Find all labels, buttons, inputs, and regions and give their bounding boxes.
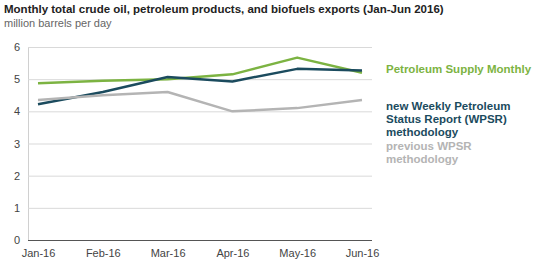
x-tick-label: Jan-16	[22, 247, 56, 259]
y-tick-label: 1	[14, 202, 20, 214]
grid-line	[28, 144, 372, 145]
grid-line	[28, 111, 372, 112]
legend-entry: previous WPSRmethodology	[386, 140, 472, 165]
y-tick: 6	[14, 41, 372, 53]
chart: Monthly total crude oil, petroleum produ…	[0, 0, 550, 279]
x-tick: Jun-16	[346, 247, 380, 259]
grid-line	[28, 176, 372, 177]
grid-line	[28, 47, 372, 48]
title: Monthly total crude oil, petroleum produ…	[4, 3, 444, 15]
x-tick: Mar-16	[151, 247, 186, 259]
y-tick-label: 2	[14, 170, 20, 182]
subtitle: million barrels per day	[4, 17, 112, 29]
y-tick: 4	[14, 105, 372, 117]
x-tick-label: Apr-16	[216, 247, 249, 259]
x-tick-label: May-16	[279, 247, 316, 259]
y-tick: 3	[14, 138, 372, 150]
x-tick: Jan-16	[22, 247, 56, 259]
x-axis: Jan-16 Feb-16 Mar-16 Apr-16 May-16 Jun-16	[22, 247, 380, 259]
legend-entry: Petroleum Supply Monthly	[386, 63, 532, 75]
lines	[38, 58, 362, 112]
x-tick: Feb-16	[86, 247, 121, 259]
x-tick-label: Feb-16	[86, 247, 121, 259]
legend-entry: new Weekly PetroleumStatus Report (WPSR)…	[386, 100, 510, 138]
grid-line	[28, 240, 372, 241]
x-tick: Apr-16	[216, 247, 249, 259]
y-axis-line	[29, 48, 373, 241]
x-tick-label: Mar-16	[151, 247, 186, 259]
x-tick: May-16	[279, 247, 316, 259]
series-line	[38, 69, 362, 104]
y-tick-label: 3	[14, 138, 20, 150]
y-tick-label: 4	[14, 105, 20, 117]
x-tick-label: Jun-16	[346, 247, 380, 259]
y-tick: 2	[14, 170, 372, 182]
y-axis: 0 1 2 3 4 5 6	[14, 41, 372, 246]
y-tick-label: 0	[14, 234, 20, 246]
y-tick: 0	[14, 234, 372, 246]
y-tick-label: 5	[14, 73, 20, 85]
series-line	[38, 92, 362, 111]
y-tick: 1	[14, 202, 372, 214]
y-tick-label: 6	[14, 41, 20, 53]
grid-line	[28, 208, 372, 209]
